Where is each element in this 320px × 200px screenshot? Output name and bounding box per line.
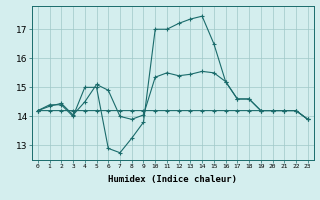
X-axis label: Humidex (Indice chaleur): Humidex (Indice chaleur) — [108, 175, 237, 184]
